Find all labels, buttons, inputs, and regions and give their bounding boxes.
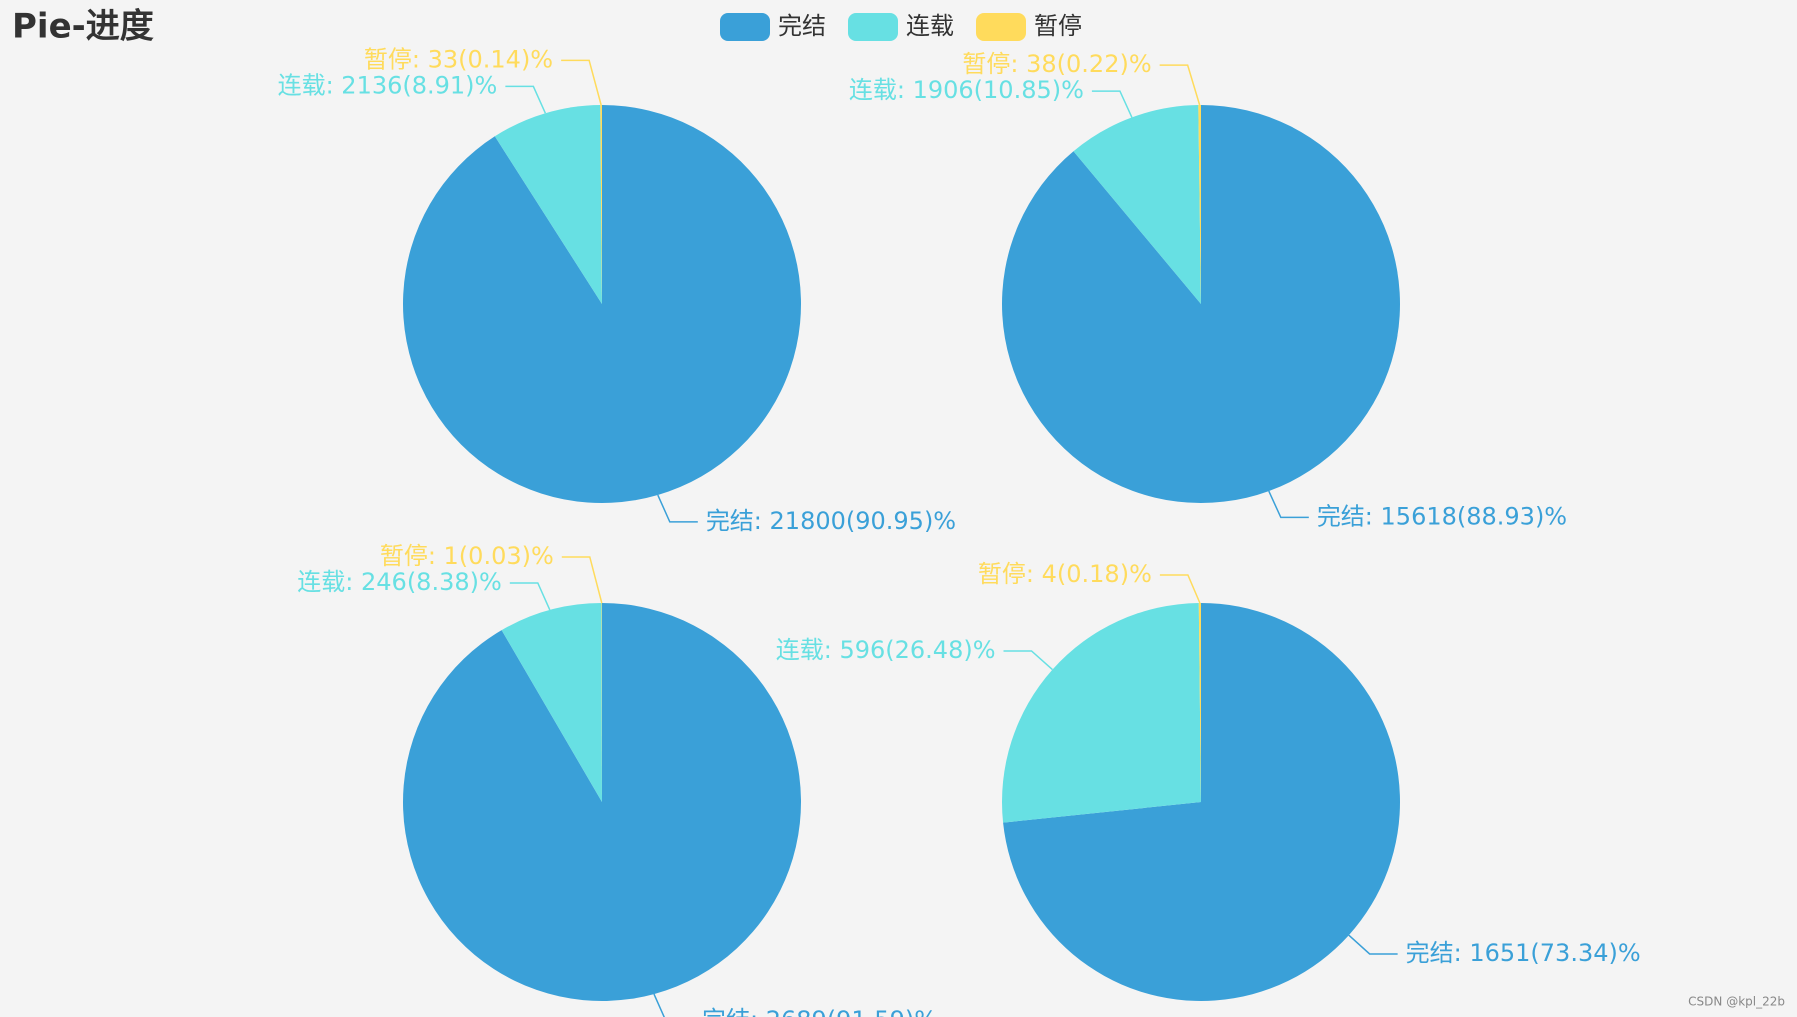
data-label: 连载: 246(8.38)% (297, 568, 502, 596)
legend-swatch (720, 13, 770, 41)
watermark: CSDN @kpl_22b (1688, 995, 1785, 1009)
data-label: 连载: 596(26.48)% (776, 636, 996, 664)
data-label: 暂停: 4(0.18)% (978, 560, 1152, 588)
label-line (1268, 490, 1309, 519)
pie-slice (1198, 603, 1201, 802)
pie-slice (501, 603, 602, 802)
legend-label: 暂停 (1034, 12, 1082, 40)
label-line (1091, 90, 1133, 118)
data-label: 暂停: 1(0.03)% (380, 542, 554, 570)
legend-swatch (848, 13, 898, 41)
label-line (653, 993, 665, 1017)
label-line (505, 85, 547, 114)
pie-slice (403, 105, 802, 503)
data-label: 暂停: 33(0.14)% (364, 45, 553, 73)
pie-slice (1073, 105, 1201, 304)
label-line (1159, 574, 1201, 604)
pie-slice (600, 105, 602, 304)
pie-slice (494, 105, 602, 304)
pie-slice (1198, 105, 1201, 304)
data-label: 完结: 2689(91.59)% (702, 1006, 937, 1017)
legend-swatch (976, 13, 1026, 41)
pie-slice (1002, 603, 1201, 823)
label-line (657, 494, 698, 523)
data-label: 连载: 2136(8.91)% (278, 71, 498, 99)
pie-slice (1003, 603, 1400, 1001)
legend-label: 连载 (906, 12, 954, 40)
data-label: 暂停: 38(0.22)% (962, 50, 1151, 78)
legend-label: 完结 (778, 12, 826, 40)
label-line (1348, 934, 1398, 955)
data-label: 完结: 1651(73.34)% (1406, 939, 1641, 967)
chart-title: Pie-进度 (12, 7, 154, 47)
data-label: 完结: 15618(88.93)% (1317, 502, 1567, 530)
label-line (561, 59, 602, 106)
label-line (1159, 64, 1201, 106)
label-line (1003, 650, 1053, 671)
label-line (561, 556, 603, 604)
data-label: 完结: 21800(90.95)% (706, 507, 956, 535)
data-label: 连载: 1906(10.85)% (849, 76, 1084, 104)
label-line (509, 582, 551, 611)
